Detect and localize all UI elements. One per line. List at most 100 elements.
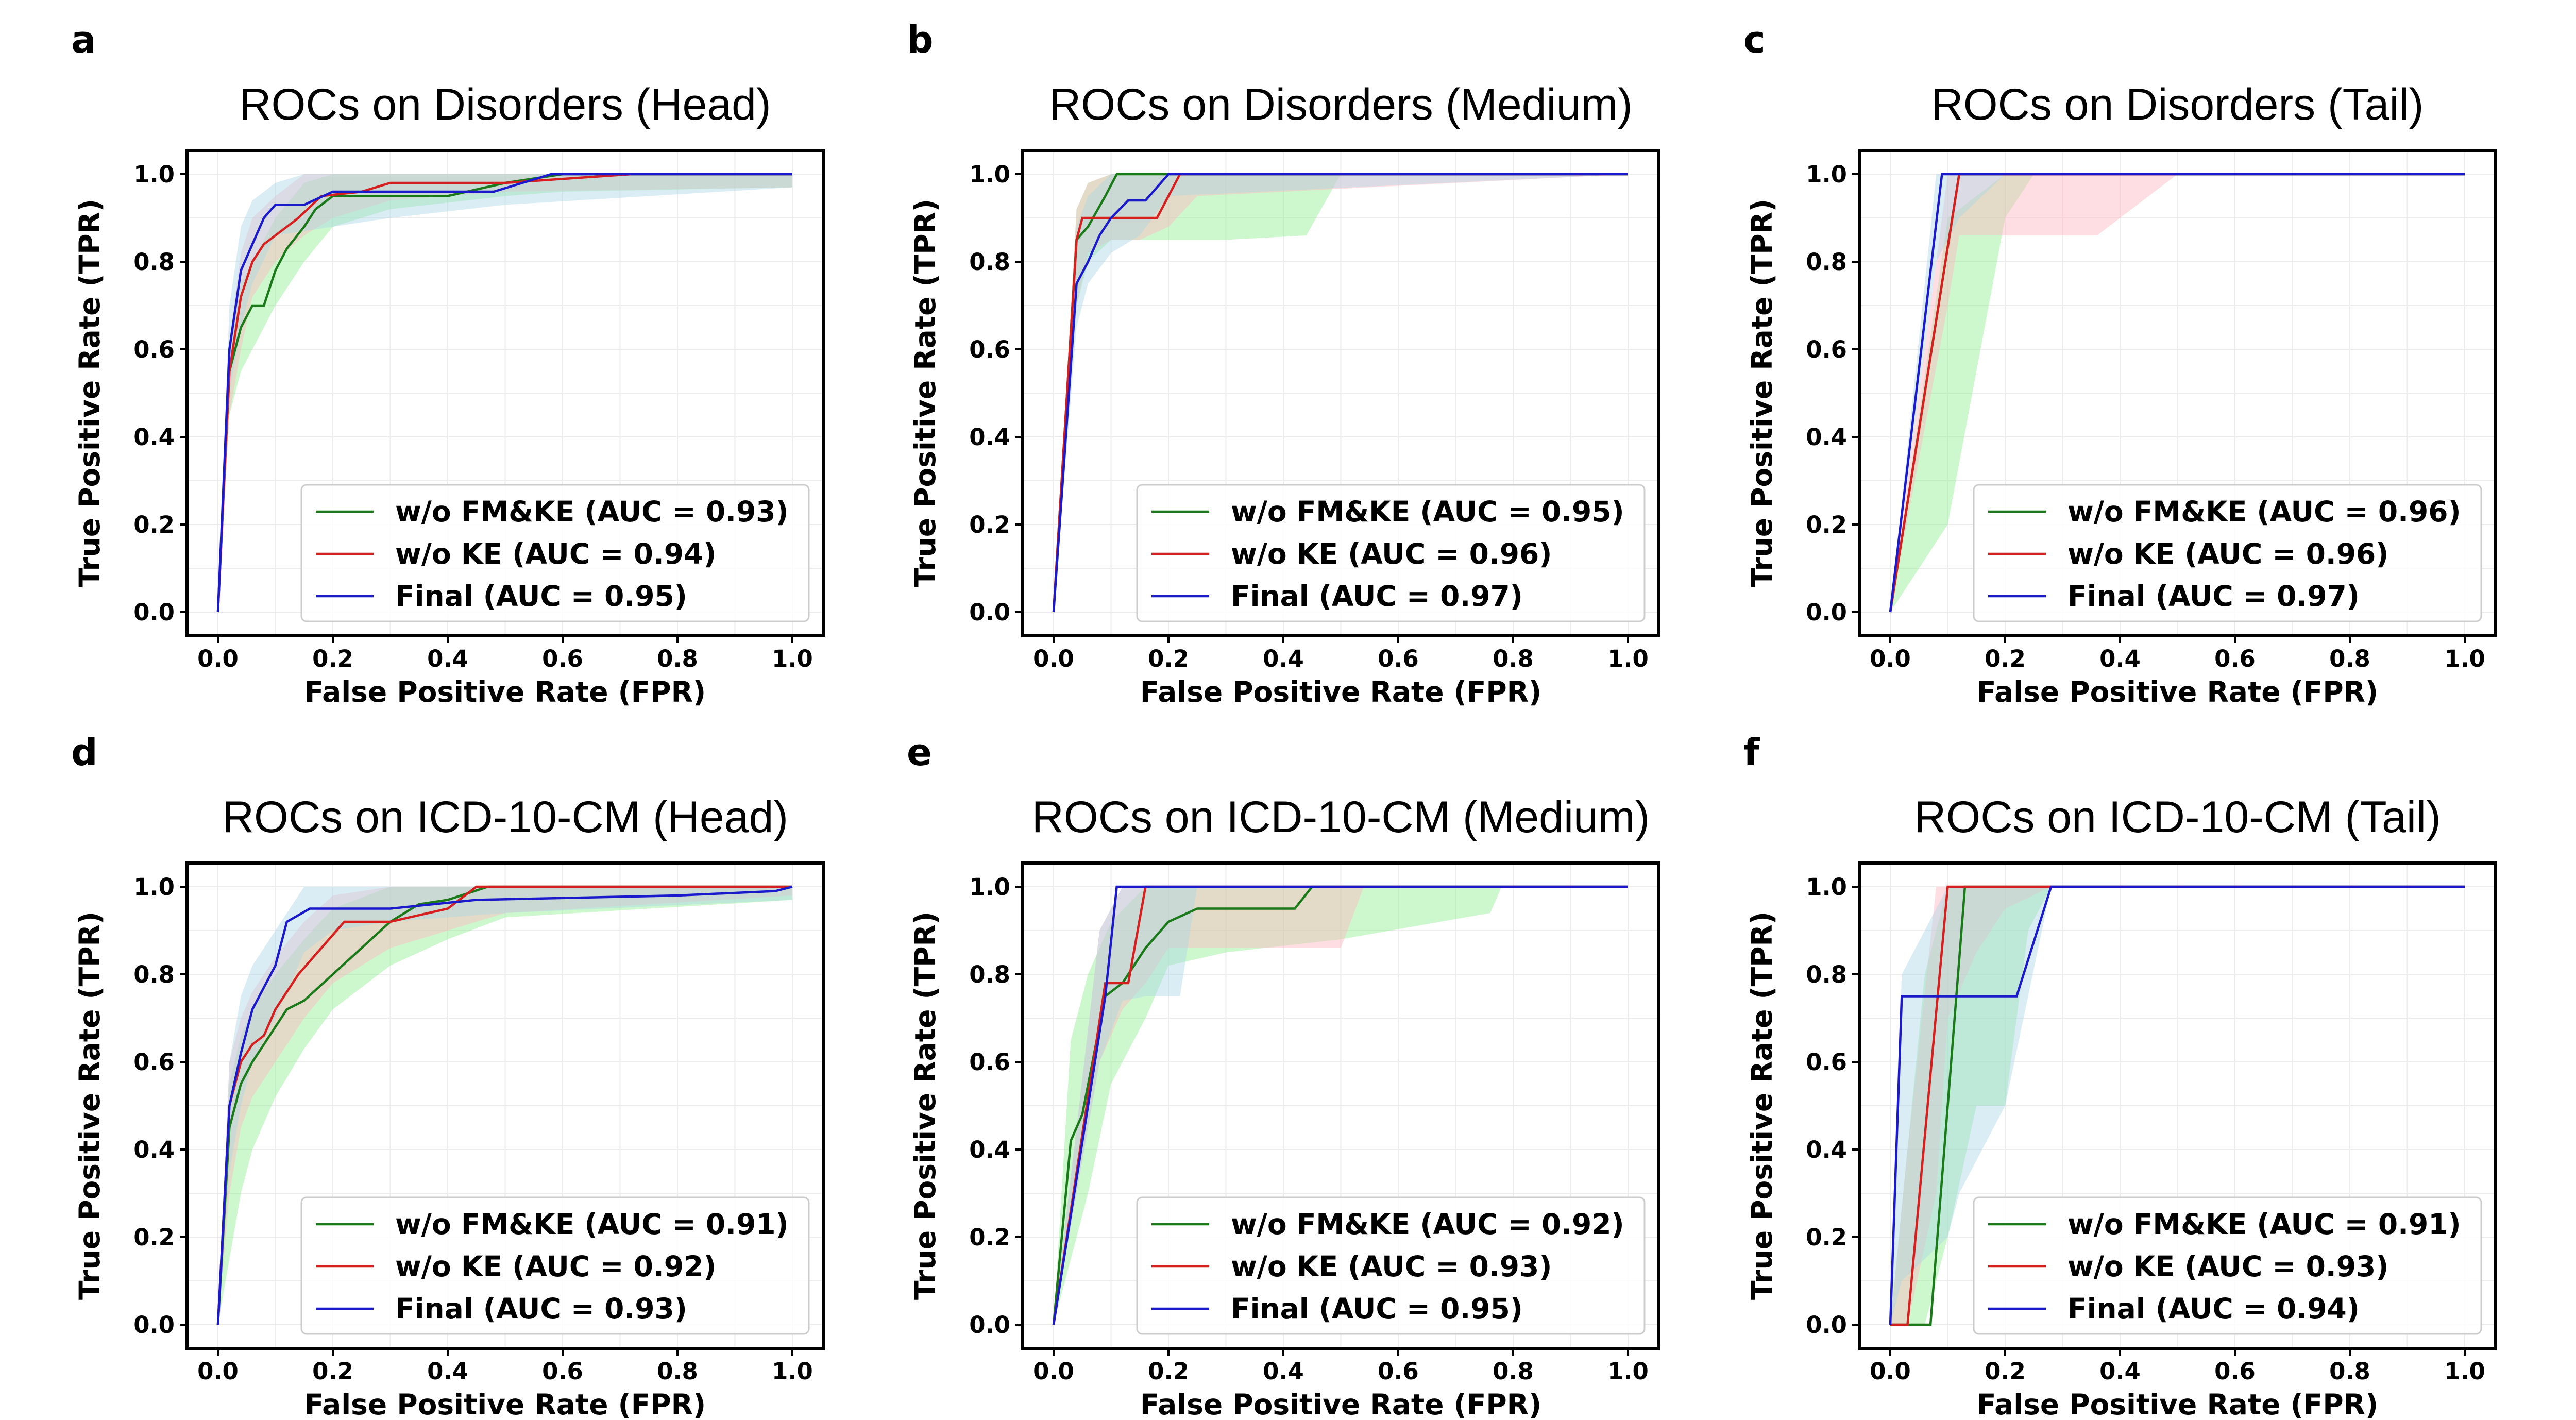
x-tick-label: 0.6 [1378, 1358, 1419, 1385]
x-tick-label: 0.8 [2329, 1358, 2370, 1385]
x-tick-label: 0.4 [2099, 1358, 2141, 1385]
chart-title: ROCs on Disorders (Tail) [1931, 80, 2424, 129]
roc-line [216, 885, 793, 1325]
y-tick-label: 0.6 [1806, 336, 1847, 363]
legend-entry: w/o FM&KE (AUC = 0.93) [395, 495, 789, 528]
legend-entry: w/o KE (AUC = 0.94) [395, 537, 716, 570]
x-axis-label: False Positive Rate (FPR) [1977, 1388, 2378, 1420]
y-axis-label: True Positive Rate (TPR) [909, 199, 942, 587]
roc-line [1052, 173, 1628, 613]
plot-frame [1021, 861, 1660, 1350]
y-tick-label: 0.6 [133, 1049, 175, 1076]
y-tick-label: 1.0 [1806, 873, 1847, 901]
legend: w/o FM&KE (AUC = 0.91) w/o KE (AUC = 0.92… [300, 1196, 810, 1335]
roc-line [1052, 173, 1628, 613]
x-tick-label: 0.0 [197, 1358, 239, 1385]
legend: w/o FM&KE (AUC = 0.91) w/o KE (AUC = 0.93… [1973, 1196, 2482, 1335]
legend-entry: Final (AUC = 0.93) [395, 1292, 687, 1325]
y-tick-label: 1.0 [133, 873, 175, 901]
panel-letter: d [71, 731, 98, 774]
x-axis-label: False Positive Rate (FPR) [1140, 675, 1541, 708]
x-tick-label: 0.0 [197, 645, 239, 672]
plot-frame [1858, 861, 2497, 1350]
x-tick-label: 0.4 [427, 645, 468, 672]
x-tick-label: 0.0 [1033, 645, 1074, 672]
x-tick-label: 0.6 [2214, 1358, 2256, 1385]
y-tick-label: 0.6 [969, 1049, 1010, 1076]
x-tick-label: 0.0 [1870, 645, 1911, 672]
panel-letter: a [71, 18, 96, 61]
roc-line [216, 173, 792, 613]
plot-frame [1021, 149, 1660, 637]
legend-entry: w/o KE (AUC = 0.96) [1231, 537, 1552, 570]
x-tick-label: 0.4 [2099, 645, 2141, 672]
legend-entry: w/o KE (AUC = 0.93) [2067, 1250, 2388, 1283]
chart-title: ROCs on ICD-10-CM (Head) [222, 792, 788, 842]
legend-entry: Final (AUC = 0.97) [2067, 580, 2360, 613]
chart-title: ROCs on Disorders (Head) [239, 80, 771, 129]
panel-f: f ROCs on ICD-10-CM (Tail) 0.0 0.2 0.4 0.6 0.8… [1743, 731, 2497, 1420]
y-tick-label: 0.4 [1806, 1136, 1847, 1163]
y-tick-label: 0.6 [133, 336, 175, 363]
legend-box [300, 1196, 810, 1335]
x-tick-label: 0.8 [1493, 645, 1534, 672]
y-axis-label: True Positive Rate (TPR) [1745, 911, 1778, 1300]
y-tick-label: 0.8 [1806, 961, 1847, 988]
roc-line [216, 173, 792, 613]
y-tick-label: 1.0 [133, 161, 175, 188]
x-axis-label: False Positive Rate (FPR) [304, 675, 706, 708]
x-tick-label: 1.0 [772, 645, 813, 672]
y-tick-label: 0.6 [1806, 1049, 1847, 1076]
legend-entry: w/o FM&KE (AUC = 0.92) [1231, 1208, 1624, 1241]
plot-frame [185, 149, 825, 637]
y-tick-label: 0.4 [133, 424, 175, 451]
x-tick-label: 1.0 [1607, 1358, 1649, 1385]
roc-line [216, 885, 792, 1325]
x-tick-label: 1.0 [2444, 1358, 2485, 1385]
y-tick-label: 0.0 [133, 1311, 175, 1339]
y-axis-label: True Positive Rate (TPR) [1745, 199, 1778, 587]
x-tick-label: 0.2 [312, 1358, 353, 1385]
panel-d: d ROCs on ICD-10-CM (Head) 0.0 0.2 0.4 0.6 0.8… [71, 731, 825, 1420]
ci-band [218, 174, 792, 612]
x-tick-label: 1.0 [772, 1358, 813, 1385]
legend-box [1973, 1196, 2482, 1335]
y-tick-label: 0.6 [969, 336, 1010, 363]
legend: w/o FM&KE (AUC = 0.95) w/o KE (AUC = 0.96… [1136, 484, 1646, 622]
x-tick-label: 0.8 [657, 1358, 698, 1385]
ci-band [218, 887, 792, 1325]
y-tick-label: 0.8 [133, 248, 175, 276]
panel-c: c ROCs on Disorders (Tail) 0.0 0.2 0.4 0.6 0.8… [1743, 18, 2497, 708]
ci-band [218, 174, 792, 612]
x-tick-label: 1.0 [1607, 645, 1649, 672]
x-tick-label: 0.2 [1148, 1358, 1189, 1385]
panel-b: b ROCs on Disorders (Medium) 0.0 0.2 0.4 0.6 0… [907, 18, 1660, 708]
legend-entry: Final (AUC = 0.97) [1231, 580, 1523, 613]
y-tick-label: 0.4 [133, 1136, 175, 1163]
panel-a: a ROCs on Disorders (Head) 0.0 0.2 0.4 0.6 0.8… [71, 18, 825, 708]
panel-letter: b [907, 18, 934, 61]
roc-line [216, 885, 792, 1325]
legend-entry: w/o KE (AUC = 0.93) [1231, 1250, 1552, 1283]
x-tick-label: 1.0 [2444, 645, 2485, 672]
x-tick-label: 0.4 [1263, 1358, 1304, 1385]
chart-title: ROCs on ICD-10-CM (Medium) [1032, 792, 1650, 842]
x-tick-label: 0.0 [1870, 1358, 1911, 1385]
y-tick-label: 0.2 [969, 511, 1010, 538]
y-tick-label: 0.0 [133, 599, 175, 626]
legend-entry: w/o KE (AUC = 0.92) [395, 1250, 716, 1283]
y-tick-label: 0.4 [969, 424, 1010, 451]
panel-letter: f [1743, 731, 1760, 774]
legend: w/o FM&KE (AUC = 0.93) w/o KE (AUC = 0.94… [300, 484, 810, 622]
legend: w/o FM&KE (AUC = 0.96) w/o KE (AUC = 0.96… [1973, 484, 2482, 622]
legend-entry: Final (AUC = 0.94) [2067, 1292, 2360, 1325]
y-tick-label: 0.8 [969, 961, 1010, 988]
x-tick-label: 0.8 [1493, 1358, 1534, 1385]
x-axis-label: False Positive Rate (FPR) [304, 1388, 706, 1420]
x-tick-label: 0.6 [542, 1358, 583, 1385]
chart-title: ROCs on Disorders (Medium) [1049, 80, 1633, 129]
ci-band [1890, 174, 2465, 612]
roc-line [1052, 885, 1628, 1325]
y-axis-label: True Positive Rate (TPR) [73, 199, 106, 587]
y-tick-label: 0.0 [1806, 1311, 1847, 1339]
